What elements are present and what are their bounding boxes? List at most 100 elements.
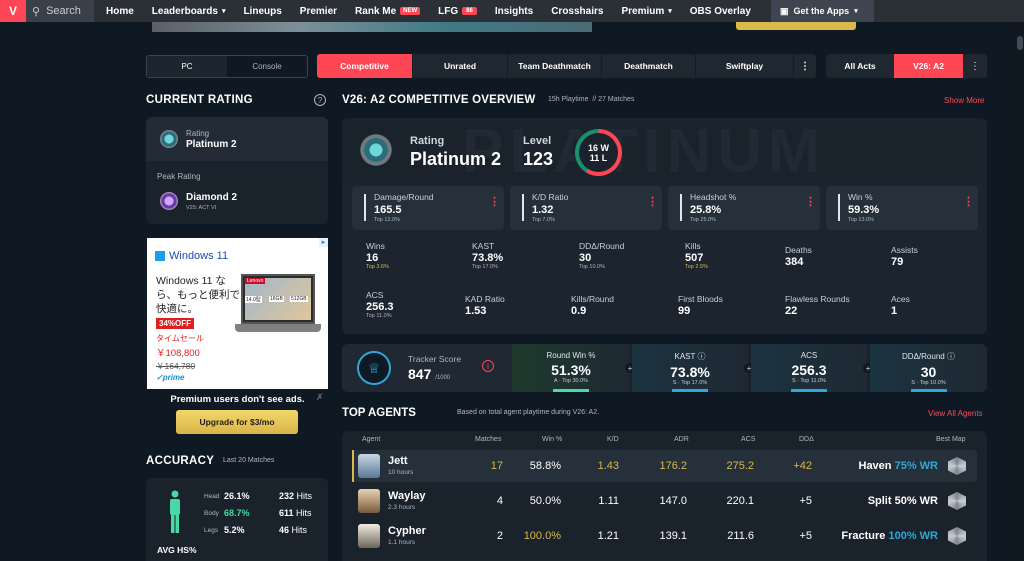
tab-deathmatch[interactable]: Deathmatch	[602, 54, 696, 78]
agent-row-cypher[interactable]: Cypher 1.1 hours 2 100.0% 1.21 139.1 211…	[352, 520, 977, 552]
stat-flawless-rounds: Flawless Rounds 22	[785, 294, 850, 317]
tab-current-act[interactable]: V26: A2	[894, 54, 963, 78]
more-acts-icon[interactable]: ⋮	[970, 60, 980, 72]
body-figure-icon	[170, 490, 180, 533]
col-win[interactable]: Win %	[542, 436, 563, 443]
stat-kd-ratio[interactable]: K/D Ratio 1.32 Top 7.0% ⋮	[510, 186, 662, 230]
ad-spec-storage: 512GB	[290, 296, 308, 302]
more-options-icon[interactable]: ⋮	[647, 196, 658, 208]
tab-competitive[interactable]: Competitive	[317, 54, 413, 78]
tracker-score-row: ♕ Tracker Score 847 /1000 i Round Win % …	[342, 344, 987, 392]
tab-all-acts[interactable]: All Acts	[844, 61, 876, 71]
nav-premier[interactable]: Premier	[299, 5, 338, 17]
peak-rating-value: Diamond 2	[186, 192, 238, 203]
overview-playtime: 15h Playtime // 27 Matches	[548, 96, 635, 103]
ad-prime: ✓prime	[156, 373, 185, 382]
agent-row-waylay[interactable]: Waylay 2.3 hours 4 50.0% 1.11 147.0 220.…	[352, 485, 977, 517]
platform-pc[interactable]: PC	[147, 56, 227, 77]
more-options-icon[interactable]: ⋮	[963, 196, 974, 208]
upgrade-button[interactable]: Upgrade for $3/mo	[176, 410, 298, 434]
ad-price: ￥108,800	[156, 348, 200, 359]
col-dd[interactable]: DDΔ	[799, 436, 814, 443]
search-placeholder: Search	[46, 5, 81, 17]
rank-watermark: PLATINUM	[462, 118, 826, 186]
tab-team-deathmatch[interactable]: Team Deathmatch	[508, 54, 602, 78]
platform-console[interactable]: Console	[252, 62, 282, 71]
diamond-rank-icon	[160, 192, 178, 210]
chevron-down-icon: ▾	[221, 8, 226, 15]
stat-aces: Aces 1	[891, 294, 910, 317]
nav-insights[interactable]: Insights	[494, 5, 534, 17]
nav-premium[interactable]: Premium ▾	[621, 5, 672, 17]
plus-icon: +	[744, 363, 754, 373]
col-kd[interactable]: K/D	[607, 436, 619, 443]
ad-brand: Windows 11	[155, 250, 228, 262]
more-modes-icon[interactable]: ⋮	[800, 60, 810, 72]
stat-kills: Kills 507 Top 2.5%	[685, 241, 708, 270]
nav-rank-me[interactable]: Rank Me NEW	[355, 6, 421, 17]
sidebar-ad[interactable]: Windows 11 Windows 11 なら、もっと便利で快適に。 34%O…	[147, 238, 328, 389]
col-agent[interactable]: Agent	[362, 436, 381, 443]
col-acs[interactable]: ACS	[741, 436, 756, 443]
scrollbar-track[interactable]	[1016, 22, 1024, 561]
round-win-cell: Round Win % 51.3% A · Top 30.0%	[512, 344, 630, 392]
new-badge: NEW	[400, 7, 421, 15]
platinum-rank-icon	[160, 130, 178, 148]
level-value: 123	[523, 149, 554, 169]
ad-close-icon[interactable]: ✗	[316, 392, 324, 402]
top-agents-heading: TOP AGENTS	[342, 407, 416, 419]
agent-avatar	[358, 489, 380, 513]
ad-sale: タイムセール	[156, 334, 204, 343]
wins-count: 16 W	[587, 142, 609, 153]
scrollbar-thumb[interactable]	[1017, 36, 1023, 50]
agent-row-jett[interactable]: Jett 10 hours 17 58.8% 1.43 176.2 275.2 …	[352, 450, 977, 482]
tracker-score-icon: ♕	[357, 351, 391, 385]
stat-kad-ratio: KAD Ratio 1.53	[465, 294, 505, 317]
tab-swiftplay[interactable]: Swiftplay	[696, 54, 794, 78]
nav-crosshairs[interactable]: Crosshairs	[551, 5, 604, 17]
ad-choices-icon[interactable]: ►	[319, 238, 328, 247]
search-icon: ⚲	[32, 5, 41, 18]
map-icon	[948, 492, 966, 510]
stat-damage-round[interactable]: Damage/Round 165.5 Top 12.0% ⋮	[352, 186, 504, 230]
col-matches[interactable]: Matches	[475, 436, 502, 443]
peak-act: V25: ACT VI	[186, 205, 217, 211]
more-options-icon[interactable]: ⋮	[805, 196, 816, 208]
ad-old-price: ￥164,780	[156, 361, 196, 371]
show-more-link[interactable]: Show More	[944, 96, 985, 105]
more-options-icon[interactable]: ⋮	[489, 196, 500, 208]
nav-home[interactable]: Home	[106, 5, 134, 17]
stat-kills-round: Kills/Round 0.9	[571, 294, 614, 317]
help-icon[interactable]: ?	[314, 94, 326, 106]
lfg-count-badge: 86	[462, 7, 477, 15]
top-banner-ad[interactable]	[152, 22, 592, 32]
view-all-agents-link[interactable]: View All Agents	[928, 409, 983, 418]
map-icon	[948, 527, 966, 545]
nav-leaderboards[interactable]: Leaderboards ▾	[151, 5, 226, 17]
plus-icon: +	[863, 363, 873, 373]
valorant-logo[interactable]: V	[0, 0, 26, 22]
chevron-down-icon: ▾	[668, 8, 672, 15]
tab-unrated[interactable]: Unrated	[413, 54, 508, 78]
col-adr[interactable]: ADR	[674, 436, 689, 443]
info-icon[interactable]: i	[482, 360, 494, 372]
col-best-map[interactable]: Best Map	[936, 436, 966, 443]
nav-lfg[interactable]: LFG 86	[438, 6, 477, 17]
stat-dd-round: DDΔ/Round 30 Top 10.0%	[579, 241, 625, 270]
search-box[interactable]: ⚲ Search	[26, 0, 94, 22]
platform-toggle: PC Console	[146, 55, 308, 78]
overview-rating-value: Platinum 2	[410, 149, 502, 169]
rating-label: Rating	[186, 129, 210, 138]
stat-headshot[interactable]: Headshot % 25.8% Top 25.0% ⋮	[668, 186, 820, 230]
get-apps-button[interactable]: ▣ Get the Apps ▾	[771, 0, 874, 22]
stat-win-pct[interactable]: Win % 59.3% Top 13.0% ⋮	[826, 186, 978, 230]
tracker-score-value: 847 /1000	[408, 366, 451, 382]
nav-lineups[interactable]: Lineups	[243, 5, 282, 17]
peak-rating-label: Peak Rating	[157, 172, 201, 181]
accuracy-card: Head 26.1% 232 Hits Body 68.7% 611 Hits …	[146, 478, 328, 561]
nav-obs-overlay[interactable]: OBS Overlay	[689, 5, 751, 17]
mode-tabs: Competitive Unrated Team Deathmatch Deat…	[317, 54, 816, 78]
top-banner-button[interactable]	[736, 22, 856, 30]
premium-message: Premium users don't see ads.	[170, 394, 305, 405]
overview-rating-label: Rating	[410, 135, 445, 147]
